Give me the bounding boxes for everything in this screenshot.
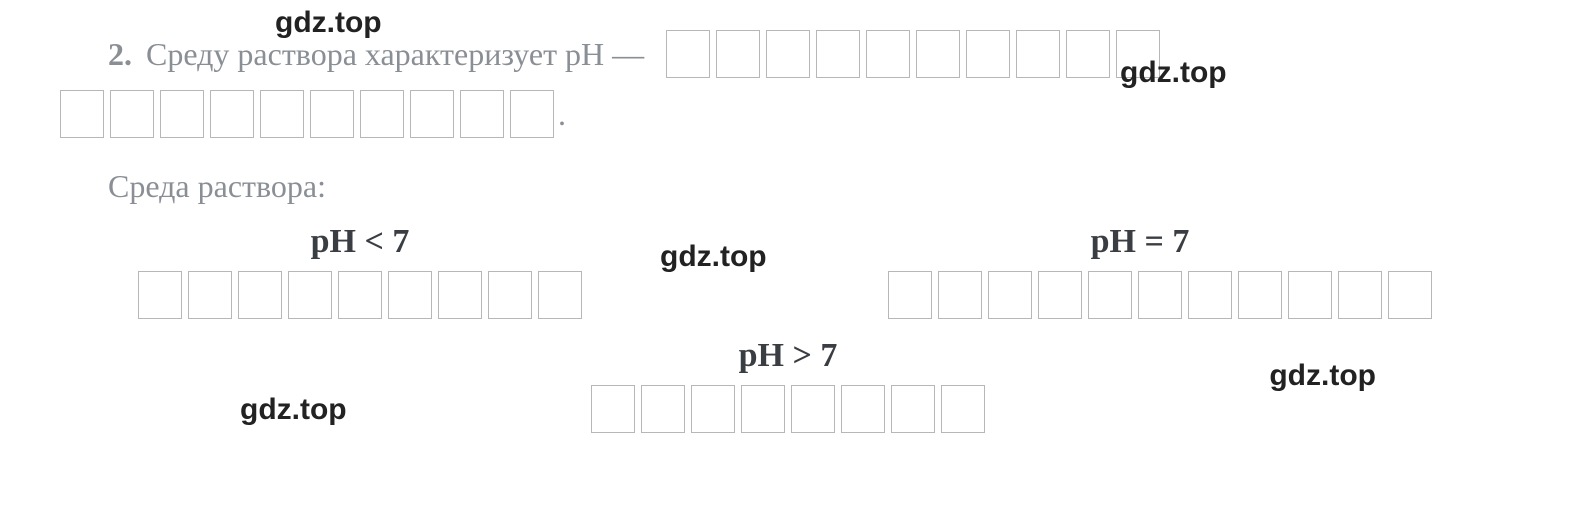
letter-box[interactable] <box>1116 30 1160 78</box>
letter-box[interactable] <box>988 271 1032 319</box>
letter-box[interactable] <box>438 271 482 319</box>
ph-eq-label: pH = 7 <box>840 223 1440 261</box>
ph-lt-label: pH < 7 <box>60 223 660 261</box>
letter-box[interactable] <box>888 271 932 319</box>
ph-gt-label: pH > 7 <box>739 337 838 374</box>
letter-box[interactable] <box>238 271 282 319</box>
letter-box[interactable] <box>538 271 582 319</box>
letter-box[interactable] <box>966 30 1010 78</box>
letter-box[interactable] <box>210 90 254 138</box>
letter-box[interactable] <box>1016 30 1060 78</box>
letter-box[interactable] <box>641 385 685 433</box>
letter-box[interactable] <box>891 385 935 433</box>
letter-box[interactable] <box>1188 271 1232 319</box>
letter-box[interactable] <box>138 271 182 319</box>
letter-box[interactable] <box>741 385 785 433</box>
letter-box[interactable] <box>1088 271 1132 319</box>
letter-box[interactable] <box>460 90 504 138</box>
letter-box[interactable] <box>110 90 154 138</box>
letter-box[interactable] <box>160 90 204 138</box>
letter-box[interactable] <box>1338 271 1382 319</box>
letter-box[interactable] <box>488 271 532 319</box>
letter-box[interactable] <box>916 30 960 78</box>
letter-box[interactable] <box>360 90 404 138</box>
letter-box[interactable] <box>288 271 332 319</box>
ph-grid: pH < 7 pH = 7 pH > 7 gdz.top gdz.top <box>60 223 1516 433</box>
letter-box[interactable] <box>1288 271 1332 319</box>
sentence-period: . <box>558 96 566 133</box>
sentence-part-1: Среду раствора характеризует pH — <box>146 36 644 72</box>
letter-box[interactable] <box>691 385 735 433</box>
letter-box[interactable] <box>841 385 885 433</box>
letter-box[interactable] <box>260 90 304 138</box>
subheading: Среда раствора: <box>108 168 326 204</box>
letter-box[interactable] <box>1238 271 1282 319</box>
letter-box[interactable] <box>1388 271 1432 319</box>
letter-box[interactable] <box>188 271 232 319</box>
letter-box[interactable] <box>60 90 104 138</box>
question-line-2: . <box>60 90 1516 138</box>
letter-box[interactable] <box>791 385 835 433</box>
letter-box[interactable] <box>766 30 810 78</box>
letter-box[interactable] <box>338 271 382 319</box>
letter-box[interactable] <box>666 30 710 78</box>
letter-box[interactable] <box>1038 271 1082 319</box>
letter-box[interactable] <box>410 90 454 138</box>
letter-box[interactable] <box>816 30 860 78</box>
letter-box[interactable] <box>716 30 760 78</box>
question-line-1: 2. Среду раствора характеризует pH — <box>60 30 1516 78</box>
letter-box[interactable] <box>388 271 432 319</box>
answer-boxes-line2[interactable] <box>60 90 554 138</box>
letter-box[interactable] <box>1066 30 1110 78</box>
answer-boxes-line1[interactable] <box>666 30 1160 78</box>
letter-box[interactable] <box>591 385 635 433</box>
answer-boxes-ph-gt[interactable] <box>591 385 985 433</box>
item-number: 2. <box>108 36 132 72</box>
answer-boxes-ph-eq[interactable] <box>888 271 1432 319</box>
letter-box[interactable] <box>941 385 985 433</box>
letter-box[interactable] <box>938 271 982 319</box>
answer-boxes-ph-lt[interactable] <box>138 271 582 319</box>
letter-box[interactable] <box>866 30 910 78</box>
letter-box[interactable] <box>1138 271 1182 319</box>
letter-box[interactable] <box>510 90 554 138</box>
letter-box[interactable] <box>310 90 354 138</box>
